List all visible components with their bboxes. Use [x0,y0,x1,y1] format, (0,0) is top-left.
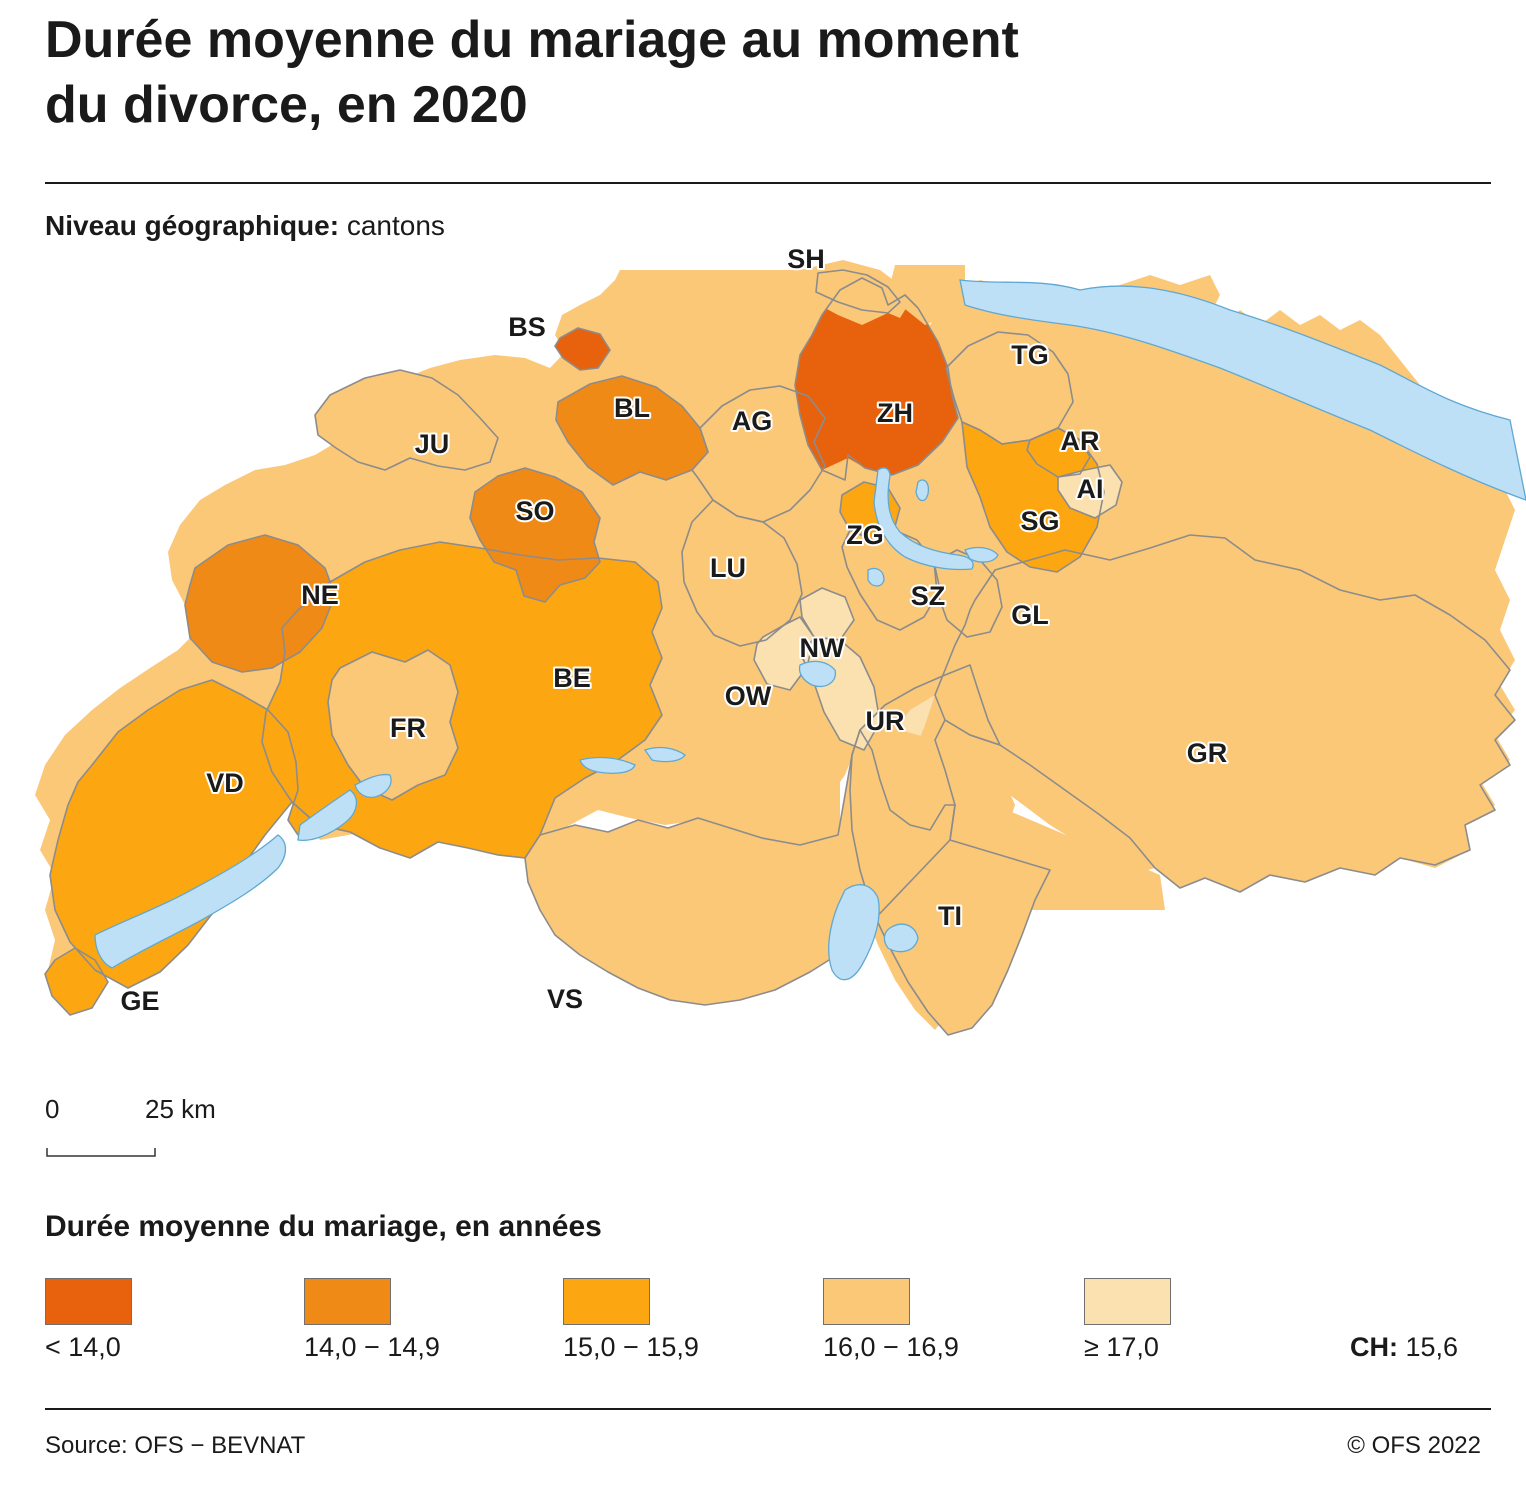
svg-text:AI: AI [1077,474,1104,504]
svg-text:SO: SO [515,496,554,526]
svg-text:AG: AG [732,406,773,436]
svg-text:SG: SG [1020,506,1059,536]
svg-text:TG: TG [1011,340,1049,370]
svg-text:ZG: ZG [846,520,884,550]
svg-text:0: 0 [45,1098,59,1124]
svg-text:25 km: 25 km [145,1098,216,1124]
svg-text:FR: FR [390,713,426,743]
svg-text:AR: AR [1061,426,1100,456]
svg-text:OW: OW [725,681,772,711]
svg-text:NW: NW [800,633,845,663]
svg-text:ZH: ZH [877,398,913,428]
svg-text:TI: TI [938,901,962,931]
svg-text:BE: BE [553,663,591,693]
svg-text:NE: NE [301,580,339,610]
svg-text:GL: GL [1011,600,1049,630]
svg-text:VS: VS [547,984,583,1014]
svg-text:JU: JU [415,429,450,459]
svg-text:BL: BL [614,393,650,423]
svg-text:SH: SH [787,244,825,274]
svg-text:BS: BS [508,312,546,342]
svg-text:UR: UR [866,706,905,736]
svg-text:VD: VD [206,768,244,798]
svg-text:LU: LU [710,553,746,583]
svg-text:SZ: SZ [911,581,946,611]
svg-text:GR: GR [1187,738,1228,768]
svg-text:GE: GE [120,986,159,1016]
